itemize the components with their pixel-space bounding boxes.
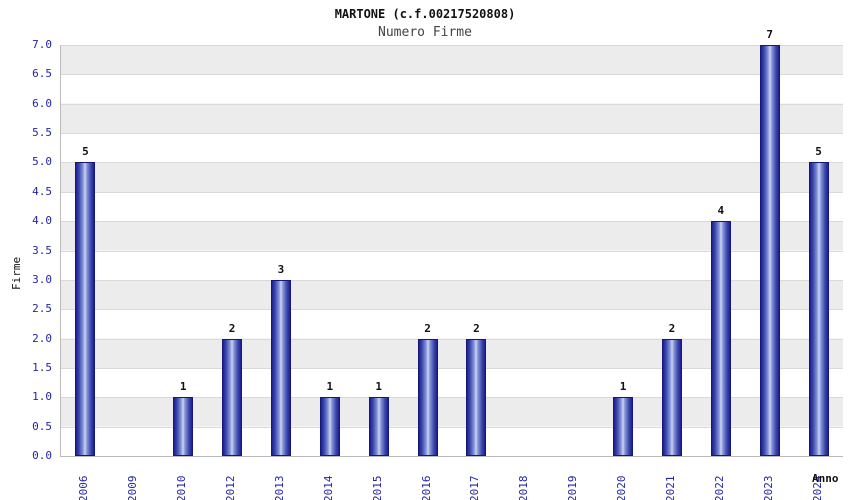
y-tick-label: 7.0 (32, 38, 52, 51)
y-tick-label: 3.0 (32, 272, 52, 286)
y-tick-label: 6.5 (32, 67, 52, 81)
bar-2020 (613, 397, 634, 456)
x-tick-label: 2022 (712, 475, 726, 500)
bar-value-label: 3 (277, 262, 285, 276)
gridline (61, 74, 843, 76)
bar-2016 (417, 338, 438, 456)
chart-title: MARTONE (c.f.00217520808) (334, 7, 516, 21)
gridline (61, 367, 843, 369)
gridline (61, 133, 843, 135)
x-tick-label: 2015 (370, 475, 384, 500)
x-tick-label: 2023 (761, 475, 775, 500)
x-axis-ticks: 2006 2009 2010 2012 2013 2014 2015 2016 2017 2018… (60, 458, 842, 500)
gridline (61, 426, 843, 428)
y-tick-label: 2.0 (32, 331, 52, 345)
y-tick-label: 4.5 (32, 184, 52, 198)
bar-value-label: 1 (326, 380, 334, 394)
bar-2021 (661, 338, 682, 456)
x-tick-label: 2020 (615, 475, 629, 500)
bar-2013 (270, 279, 291, 456)
y-tick-label: 0.5 (32, 419, 52, 433)
bar-2024 (808, 162, 829, 456)
x-tick-label: 2014 (321, 475, 335, 500)
y-tick-label: 1.0 (32, 390, 52, 404)
y-tick-label: 1.5 (32, 360, 52, 374)
y-tick-label: 6.0 (32, 96, 52, 110)
gridline (61, 221, 843, 223)
y-tick-label: 2.5 (32, 302, 52, 316)
y-tick-label: 5.0 (32, 155, 52, 169)
bar-2012 (222, 338, 243, 456)
gridline (61, 279, 843, 281)
bar-value-label: 1 (619, 380, 627, 394)
x-tick-label: 2012 (224, 475, 238, 500)
gridline (61, 338, 843, 340)
x-tick-label: 2016 (419, 475, 433, 500)
y-tick-label: 3.5 (32, 243, 52, 257)
plot-area: 5 1 2 3 1 1 2 2 1 2 4 7 5 (60, 28, 843, 457)
bar-2014 (319, 397, 340, 456)
gridline (61, 103, 843, 105)
bar-value-label: 5 (815, 145, 822, 159)
chart-subtitle: Numero Firme (378, 25, 472, 40)
bar-2015 (368, 397, 389, 456)
x-tick-label: 2021 (663, 475, 677, 500)
gridline (61, 191, 843, 193)
x-axis-title: Anno (812, 472, 839, 485)
bar-2010 (173, 397, 194, 456)
y-tick-label: 5.5 (32, 126, 52, 140)
y-tick-label: 0.0 (32, 449, 52, 462)
gridline (61, 45, 843, 46)
x-tick-label: 2013 (272, 475, 286, 500)
bar-2022 (710, 221, 731, 456)
x-tick-label: 2010 (175, 475, 189, 500)
bar-value-label: 5 (82, 145, 89, 159)
x-tick-label: 2006 (77, 475, 91, 500)
bar-2023 (759, 45, 780, 456)
x-tick-label: 2019 (566, 475, 580, 500)
gridline (61, 250, 843, 252)
bar-value-label: 1 (179, 380, 187, 394)
x-tick-label: 2018 (517, 475, 531, 500)
bar-2006 (75, 162, 96, 456)
gridline (61, 397, 843, 399)
bar-value-label: 2 (424, 321, 431, 335)
bar-2017 (466, 338, 487, 456)
bar-value-label: 1 (375, 380, 382, 394)
y-tick-label: 4.0 (32, 214, 52, 228)
bar-value-label: 2 (668, 321, 676, 335)
bar-value-label: 2 (473, 321, 480, 335)
bar-value-label: 7 (766, 28, 773, 41)
x-tick-label: 2009 (126, 475, 140, 500)
y-axis-ticks: 0.0 0.5 1.0 1.5 2.0 2.5 3.0 3.5 4.0 4.5 5.0 5.5 6.0 6… (0, 38, 54, 462)
gridline (61, 309, 843, 311)
gridline (61, 162, 843, 164)
bar-value-label: 4 (717, 204, 725, 218)
bar-value-label: 2 (228, 321, 236, 335)
x-tick-label: 2017 (468, 475, 482, 500)
